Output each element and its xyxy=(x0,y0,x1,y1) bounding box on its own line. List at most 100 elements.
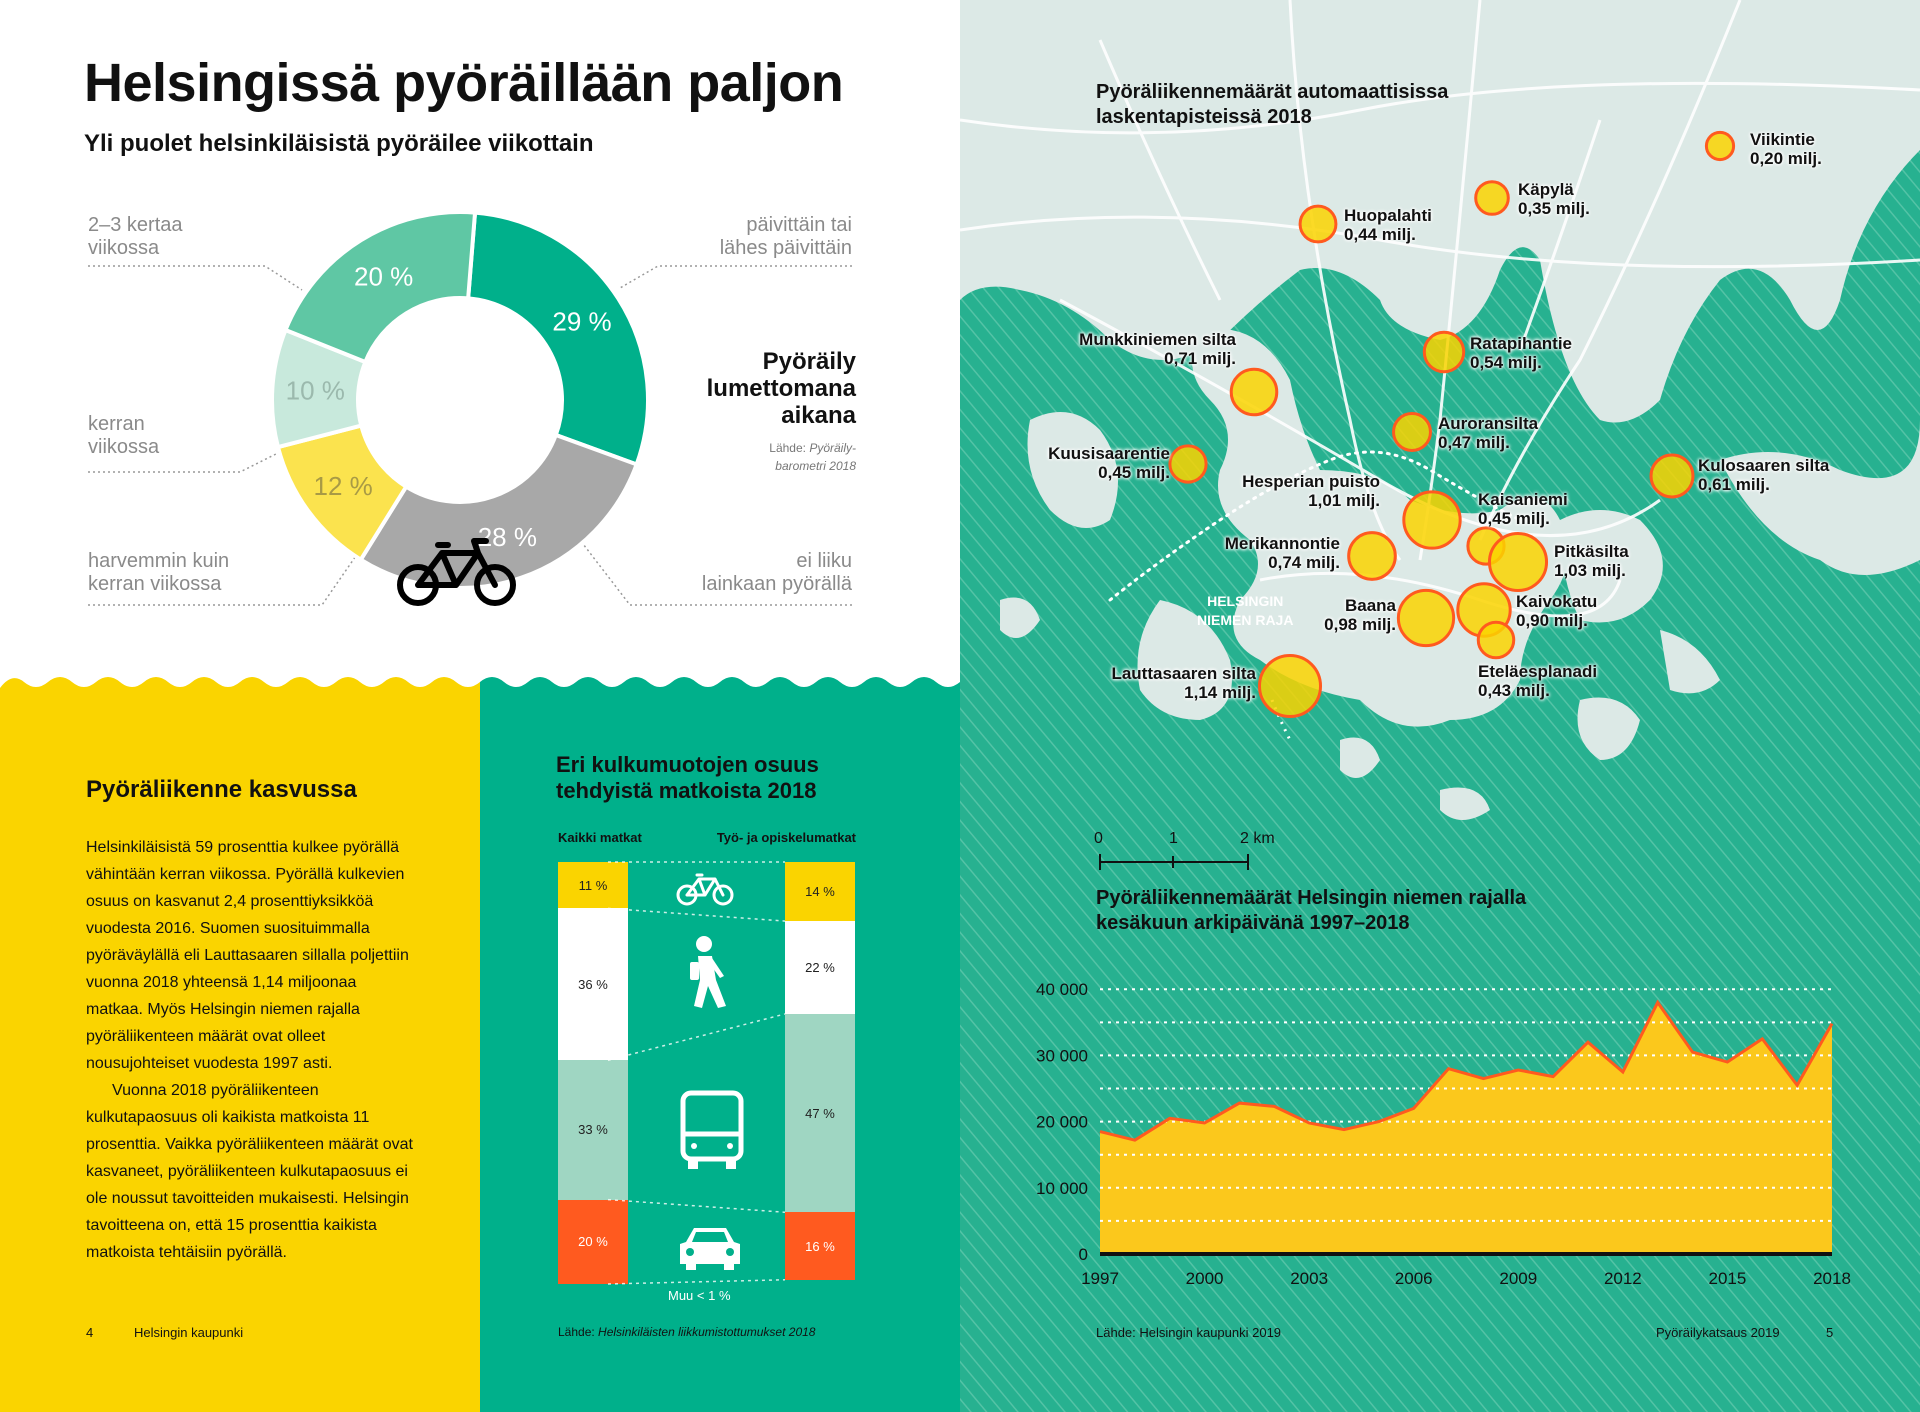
y-tick-label: 40 000 xyxy=(1036,980,1088,999)
car-icon xyxy=(680,1228,740,1270)
map-count-point xyxy=(1347,531,1397,581)
map-count-point xyxy=(1704,130,1736,162)
x-tick-label: 1997 xyxy=(1081,1269,1119,1288)
bicycle-icon xyxy=(397,538,516,606)
map-count-point xyxy=(1168,444,1208,484)
scale-label-1: 1 xyxy=(1169,830,1178,847)
modal-connector xyxy=(607,1013,786,1062)
map-count-point xyxy=(1298,204,1338,244)
label-daily: päivittäin tai lähes päivittäin xyxy=(719,214,852,259)
growth-body: Helsinkiläisistä 59 prosenttia kulkee py… xyxy=(86,839,413,1261)
modal-col-work: Työ- ja opiskelumatkat xyxy=(716,830,856,845)
map-point-label: Munkkiniemen silta 0,71 milj. xyxy=(1079,330,1236,368)
label-less-than-weekly: harvemmin kuin kerran viikossa xyxy=(88,550,230,595)
map-point-label: Ratapihantie 0,54 milj. xyxy=(1470,334,1573,372)
bicycle-icon xyxy=(676,873,734,906)
label-once-week: kerran viikossa xyxy=(88,413,160,458)
modal-connector xyxy=(607,1279,786,1285)
label-2-3-times: 2–3 kertaa viikossa xyxy=(88,214,183,259)
donut-value-label: 20 % xyxy=(354,262,413,292)
modal-bar-kävely-work: 22 % xyxy=(785,921,855,1014)
map-point-label: Baana 0,98 milj. xyxy=(1324,596,1396,634)
modal-source: Lähde: Helsinkiläisten liikkumistottumuk… xyxy=(558,1325,816,1339)
scale-label-2km: 2 km xyxy=(1240,830,1275,847)
scale-bar xyxy=(1099,854,1249,870)
modal-connector xyxy=(607,907,786,922)
map-point-label: Hesperian puisto 1,01 milj. xyxy=(1242,472,1380,510)
boundary-label: HELSINGIN NIEMEN RAJA xyxy=(1197,593,1294,628)
x-tick-label: 2009 xyxy=(1499,1269,1537,1288)
x-tick-label: 2006 xyxy=(1395,1269,1433,1288)
map-count-point xyxy=(1476,620,1516,660)
map-count-point xyxy=(1229,367,1279,417)
map-point-label: Kulosaaren silta 0,61 milj. xyxy=(1698,456,1830,494)
modal-bar-pyörä-work: 14 % xyxy=(785,862,855,922)
donut-slice-daily xyxy=(465,210,650,467)
map-count-point xyxy=(1257,653,1323,719)
map-count-point xyxy=(1422,330,1466,374)
x-tick-label: 2018 xyxy=(1813,1269,1851,1288)
modal-bar-joukkoliikenne-all: 33 % xyxy=(558,1060,628,1200)
map-count-point xyxy=(1396,588,1456,648)
x-tick-label: 2003 xyxy=(1290,1269,1328,1288)
map-count-point xyxy=(1402,490,1462,550)
map-point-label: Eteläesplanadi 0,43 milj. xyxy=(1478,662,1598,700)
footer-publication: Pyöräilykatsaus 2019 xyxy=(1656,1325,1780,1340)
footer-org: Helsingin kaupunki xyxy=(134,1325,244,1340)
boundary-line-south xyxy=(1270,699,1292,741)
area-chart-title: Pyöräliikennemäärät Helsingin niemen raj… xyxy=(1096,887,1527,934)
roads xyxy=(960,0,1920,618)
map-point-label: Lauttasaaren silta 1,14 milj. xyxy=(1111,664,1256,702)
modal-bar-auto-all: 20 % xyxy=(558,1199,628,1284)
modal-bar-pyörä-all: 11 % xyxy=(558,862,628,909)
donut-leader-line xyxy=(579,539,852,606)
donut-value-label: 29 % xyxy=(552,307,611,337)
map-point-label: Kaivokatu 0,90 milj. xyxy=(1516,592,1598,630)
land-west xyxy=(1027,412,1118,528)
donut-note: Pyöräily lumettomana aikana Lähde: Pyörä… xyxy=(660,348,856,475)
map-page: Pyöräliikennemäärät automaattisissa laske… xyxy=(960,0,1920,1412)
land-north xyxy=(960,0,1920,423)
modal-bar-kävely-all: 36 % xyxy=(558,908,628,1061)
modal-col-all: Kaikki matkat xyxy=(558,830,642,845)
donut-slice-never xyxy=(358,432,640,590)
map-count-point xyxy=(1649,453,1695,499)
label-never: ei liiku lainkaan pyörällä xyxy=(701,550,852,595)
donut-subtitle: Yli puolet helsinkiläisistä pyöräilee vi… xyxy=(84,130,594,157)
land-islands xyxy=(1000,597,1720,820)
scale-label-0: 0 xyxy=(1094,830,1103,847)
donut-leader-line xyxy=(88,265,303,291)
modal-connector xyxy=(607,1198,786,1214)
donut-value-label: 10 % xyxy=(286,376,345,406)
map-point-label: Käpylä 0,35 milj. xyxy=(1518,180,1590,218)
donut-leader-line xyxy=(88,451,281,473)
donut-source: Lähde: Pyöräily-barometri 2018 xyxy=(769,441,856,473)
map-source: Lähde: Helsingin kaupunki 2019 xyxy=(1096,1325,1282,1340)
modal-other-note: Muu < 1 % xyxy=(668,1288,731,1303)
x-tick-label: 2000 xyxy=(1186,1269,1224,1288)
land-east xyxy=(1560,510,1663,623)
modal-bar-auto-work: 16 % xyxy=(785,1212,855,1280)
y-tick-label: 30 000 xyxy=(1036,1046,1088,1065)
map-point-label: Auroransilta 0,47 milj. xyxy=(1438,414,1539,452)
x-tick-label: 2012 xyxy=(1604,1269,1642,1288)
modal-bar-joukkoliikenne-work: 47 % xyxy=(785,1013,855,1213)
y-tick-label: 20 000 xyxy=(1036,1113,1088,1132)
donut-value-label: 12 % xyxy=(314,471,373,501)
land-lauttasaari xyxy=(1137,600,1232,720)
land-east-shore xyxy=(1720,420,1920,575)
modal-connectors xyxy=(607,861,786,1285)
modal-heading: Eri kulkumuotojen osuus tehdyistä matkois… xyxy=(556,752,819,803)
footer-page-number: 4 xyxy=(86,1325,94,1340)
area-chart: 0 10 000 20 000 30 000 40 000 1997 2000 2003 200… xyxy=(1036,980,1851,1288)
area-fill xyxy=(1100,1002,1832,1254)
area-line xyxy=(1099,999,1834,1142)
map-point-label: Kaisaniemi 0,45 milj. xyxy=(1478,490,1568,528)
left-page: Helsingissä pyöräillään paljon Yli puole… xyxy=(0,53,960,1412)
donut-chart: 29 % 28 % 12 % 10 % 20 % xyxy=(88,210,852,606)
map-point-label: Viikintie 0,20 milj. xyxy=(1750,130,1822,168)
y-tick-label: 0 xyxy=(1079,1245,1088,1264)
map-count-point xyxy=(1392,412,1432,452)
map-count-point xyxy=(1487,531,1549,593)
map-point-label: Merikannontie 0,74 milj. xyxy=(1224,534,1340,572)
